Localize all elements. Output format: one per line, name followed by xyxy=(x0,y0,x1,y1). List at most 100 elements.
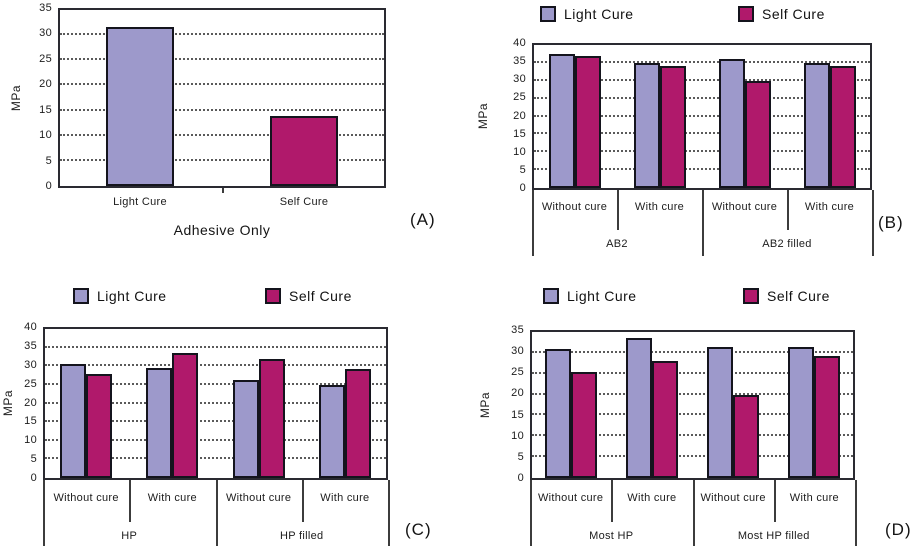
panel-chart-a: MPa Adhesive Only (A) 0 5 10 15 20 25 30 35 Ligh… xyxy=(0,0,455,270)
y-tick-label: 30 xyxy=(39,27,52,40)
light-cure-swatch-icon xyxy=(73,288,89,304)
plot-area-d xyxy=(530,330,855,480)
x-category-label: With cure xyxy=(789,492,839,504)
legend-item-light-cure: Light Cure xyxy=(540,6,634,22)
category-separator xyxy=(215,480,218,546)
legend-label-light-cure: Light Cure xyxy=(97,288,167,304)
x-category-label: With cure xyxy=(627,492,677,504)
legend-item-self-cure: Self Cure xyxy=(265,288,352,304)
category-separator xyxy=(611,480,614,522)
y-tick-label: 5 xyxy=(45,154,52,167)
legend-label-light-cure: Light Cure xyxy=(567,288,637,304)
x-group-label: AB2 filled xyxy=(762,238,812,250)
gridline-15 xyxy=(45,420,386,423)
y-tick-label: 10 xyxy=(511,429,524,442)
self-cure-swatch-icon xyxy=(265,288,281,304)
gridline-30 xyxy=(45,364,386,367)
gridline-15 xyxy=(534,132,870,135)
gridline-25 xyxy=(532,371,853,374)
bar-light-cure-1 xyxy=(625,338,652,478)
panel-chart-d: Light Cure Self Cure MPa (D) 0 5 10 15 20 25 3… xyxy=(455,282,914,552)
bar-light-cure-1 xyxy=(146,368,173,478)
gridline-15 xyxy=(532,413,853,416)
x-category-label: Without cure xyxy=(225,492,292,504)
gridline-20 xyxy=(45,401,386,404)
bar-self-cure xyxy=(270,115,338,186)
bar-light-cure-1 xyxy=(633,62,660,188)
bar-self-cure-1 xyxy=(659,66,686,188)
x-group-label: HP filled xyxy=(280,530,324,542)
plot-area-a xyxy=(58,8,386,188)
gridline-20 xyxy=(534,114,870,117)
gridline-20 xyxy=(532,392,853,395)
y-tick-label: 10 xyxy=(24,434,37,447)
category-separator xyxy=(773,480,776,522)
legend-item-self-cure: Self Cure xyxy=(743,288,830,304)
category-separator xyxy=(872,190,874,256)
gridline-5 xyxy=(532,455,853,458)
gridline-10 xyxy=(45,438,386,441)
panel-letter-c: (C) xyxy=(405,520,432,539)
gridline-20 xyxy=(60,83,384,86)
bar-light-cure-3 xyxy=(788,347,815,478)
legend-item-light-cure: Light Cure xyxy=(543,288,637,304)
gridline-5 xyxy=(60,158,384,161)
legend-label-self-cure: Self Cure xyxy=(767,288,830,304)
legend-label-self-cure: Self Cure xyxy=(289,288,352,304)
panel-letter-a: (A) xyxy=(410,210,436,229)
bar-self-cure-1 xyxy=(172,353,199,478)
y-tick-label: 0 xyxy=(517,472,524,484)
x-category-label: Without cure xyxy=(711,201,778,213)
bar-self-cure-1 xyxy=(651,361,678,478)
y-tick-label: 15 xyxy=(511,408,524,421)
y-tick-label: 35 xyxy=(513,55,526,68)
y-tick-label: 35 xyxy=(24,339,37,352)
light-cure-swatch-icon xyxy=(543,288,559,304)
bar-self-cure-2 xyxy=(744,80,771,188)
y-tick-label: 15 xyxy=(513,127,526,140)
x-axis-tick xyxy=(222,188,224,193)
y-tick-label: 30 xyxy=(24,358,37,371)
category-separator xyxy=(855,480,857,546)
bar-light-cure-3 xyxy=(803,62,830,188)
gridline-10 xyxy=(532,434,853,437)
self-cure-swatch-icon xyxy=(743,288,759,304)
gridline-30 xyxy=(534,78,870,81)
y-tick-label: 20 xyxy=(513,109,526,122)
y-tick-label: 5 xyxy=(30,453,37,466)
chart-a-title: Adhesive Only xyxy=(173,222,271,238)
category-separator xyxy=(43,480,45,546)
bar-light-cure xyxy=(106,26,174,186)
category-separator xyxy=(301,480,304,522)
gridline-5 xyxy=(45,457,386,460)
x-group-label: Most HP xyxy=(589,530,634,542)
gridline-25 xyxy=(534,96,870,99)
y-tick-label: 0 xyxy=(30,472,37,484)
x-category-label: With cure xyxy=(147,492,197,504)
bar-self-cure-3 xyxy=(829,66,856,188)
y-tick-label: 40 xyxy=(513,37,526,49)
bar-self-cure-0 xyxy=(86,373,113,478)
x-category-label: With cure xyxy=(634,201,685,213)
y-tick-label: 25 xyxy=(513,91,526,104)
x-category-label: Without cure xyxy=(537,492,604,504)
bar-light-cure-0 xyxy=(544,348,571,478)
gridline-30 xyxy=(60,33,384,36)
legend-item-self-cure: Self Cure xyxy=(738,6,825,22)
x-category-label: Without cure xyxy=(53,492,119,504)
bar-self-cure-3 xyxy=(344,369,371,478)
x-category-label: Self Cure xyxy=(279,196,329,208)
panel-letter-d: (D) xyxy=(885,520,912,539)
category-separator xyxy=(617,190,619,230)
category-separator xyxy=(532,190,534,256)
category-separator xyxy=(692,480,695,546)
y-tick-label: 20 xyxy=(511,387,524,400)
gridline-10 xyxy=(534,150,870,153)
y-tick-label: 5 xyxy=(517,450,524,463)
x-group-label: Most HP filled xyxy=(737,530,810,542)
bar-light-cure-0 xyxy=(60,364,87,478)
bar-self-cure-0 xyxy=(574,55,601,188)
x-category-label: Without cure xyxy=(541,201,608,213)
y-tick-label: 5 xyxy=(519,163,526,176)
x-category-label: With cure xyxy=(320,492,370,504)
